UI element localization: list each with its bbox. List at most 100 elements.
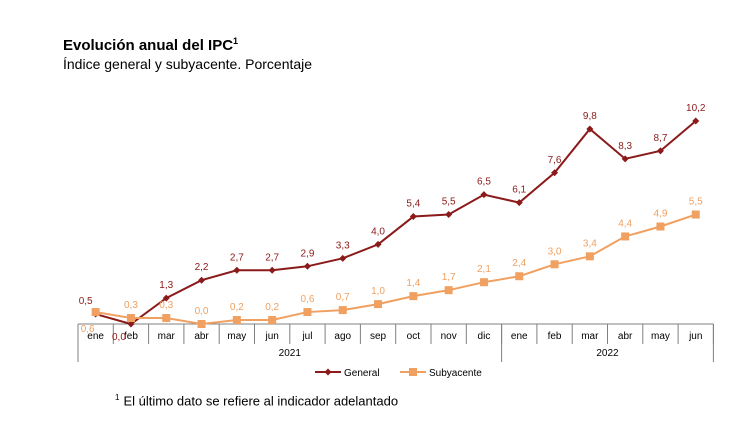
data-label: 6,1 — [512, 185, 526, 196]
x-tick-label: may — [651, 331, 670, 342]
chart-title: Evolución anual del IPC1 — [63, 36, 238, 54]
title-text: Evolución anual del IPC — [63, 37, 234, 54]
data-point — [126, 314, 135, 323]
data-label: 2,2 — [195, 262, 209, 273]
data-point — [691, 210, 700, 219]
footnote-text: El último dato se refiere al indicador a… — [123, 393, 399, 409]
data-label: 2,4 — [512, 258, 526, 269]
data-point — [409, 213, 417, 221]
data-label: 4,0 — [371, 226, 385, 237]
data-label: 4,9 — [653, 208, 667, 219]
x-tick-label: sep — [370, 331, 387, 342]
data-label: 5,4 — [406, 199, 420, 210]
data-point — [515, 272, 524, 281]
data-point — [127, 320, 135, 328]
data-label: 9,8 — [583, 111, 597, 122]
data-label: 0,2 — [265, 302, 279, 313]
footnote: 1 El último dato se refiere al indicador … — [115, 393, 398, 408]
data-point — [374, 240, 382, 248]
data-point — [621, 232, 630, 241]
data-point — [515, 199, 523, 207]
data-point — [445, 211, 453, 219]
data-point — [303, 262, 311, 270]
data-label: 8,7 — [653, 133, 667, 144]
x-tick-label: ene — [87, 331, 104, 342]
data-label: 0,2 — [230, 302, 244, 313]
data-label: 0,0 — [112, 332, 126, 343]
x-tick-label: jul — [301, 331, 312, 342]
x-tick-label: feb — [124, 331, 138, 342]
x-tick-label: mar — [158, 331, 176, 342]
x-tick-label: dic — [478, 331, 491, 342]
data-label: 8,3 — [618, 141, 632, 152]
data-label: 1,4 — [406, 278, 420, 289]
legend-item-general: General — [315, 368, 380, 379]
x-tick-label: jun — [688, 331, 702, 342]
data-point — [339, 254, 347, 262]
data-label: 0,6 — [300, 294, 314, 305]
data-label: 1,0 — [371, 286, 385, 297]
data-point — [374, 300, 383, 309]
data-label: 0,7 — [336, 292, 350, 303]
data-point — [162, 294, 170, 302]
data-label: 0,6 — [81, 324, 95, 335]
data-label: 0,0 — [195, 306, 209, 317]
legend-item-subyacente: Subyacente — [400, 368, 482, 379]
data-point — [621, 155, 629, 163]
data-label: 3,4 — [583, 238, 597, 249]
data-point — [585, 252, 594, 261]
x-tick-label: ene — [511, 331, 528, 342]
series-general: 0,5 0,0 1,3 2,2 2,7 2,7 2,9 3,3 4,0 5,4 5,5 6,5 6,1 7… — [79, 103, 706, 343]
series-subyacente: 0,6 0,3 0,3 0,0 0,2 0,2 0,6 0,7 1,0 1,4 1,7 2,1 2,4 3… — [81, 197, 703, 336]
data-point — [551, 169, 559, 177]
x-tick-label: nov — [441, 331, 457, 342]
data-label: 2,7 — [230, 252, 244, 263]
data-point — [233, 266, 241, 274]
data-point — [692, 117, 700, 125]
legend-label: Subyacente — [429, 368, 482, 379]
data-label: 3,3 — [336, 240, 350, 251]
x-tick-label: abr — [194, 331, 209, 342]
x-tick-label: feb — [548, 331, 562, 342]
data-point — [409, 292, 418, 301]
data-point — [656, 222, 665, 231]
data-label: 1,7 — [442, 272, 456, 283]
data-label: 4,4 — [618, 218, 632, 229]
footnote-mark: 1 — [115, 393, 120, 402]
data-label: 7,6 — [548, 155, 562, 166]
data-point — [268, 316, 277, 325]
x-tick-label: may — [227, 331, 246, 342]
data-label: 5,5 — [689, 197, 703, 208]
data-label: 10,2 — [686, 103, 706, 114]
x-tick-label: ago — [334, 331, 351, 342]
title-footnote-mark: 1 — [233, 36, 239, 46]
data-point — [303, 308, 312, 317]
data-point — [197, 320, 206, 328]
series-line — [95, 120, 697, 326]
data-point — [198, 276, 206, 284]
x-tick-label: jun — [264, 331, 278, 342]
legend-label: General — [344, 368, 380, 379]
data-label: 2,9 — [300, 248, 314, 259]
data-label: 0,3 — [124, 300, 138, 311]
data-point — [268, 266, 276, 274]
data-point — [91, 308, 100, 317]
legend-marker — [324, 368, 332, 376]
data-label: 3,0 — [548, 246, 562, 257]
data-point — [162, 314, 171, 323]
x-tick-label: mar — [581, 331, 599, 342]
data-label: 2,7 — [265, 252, 279, 263]
year-label: 2022 — [596, 348, 619, 359]
data-label: 2,1 — [477, 264, 491, 275]
data-point — [338, 306, 347, 315]
data-label: 1,3 — [159, 280, 173, 291]
legend-marker — [409, 368, 417, 376]
data-point — [550, 260, 559, 269]
data-label: 6,5 — [477, 177, 491, 188]
data-point — [480, 191, 488, 199]
data-point — [479, 278, 488, 287]
data-point — [586, 125, 594, 133]
x-tick-label: abr — [618, 331, 633, 342]
chart-subtitle: Índice general y subyacente. Porcentaje — [63, 56, 313, 72]
